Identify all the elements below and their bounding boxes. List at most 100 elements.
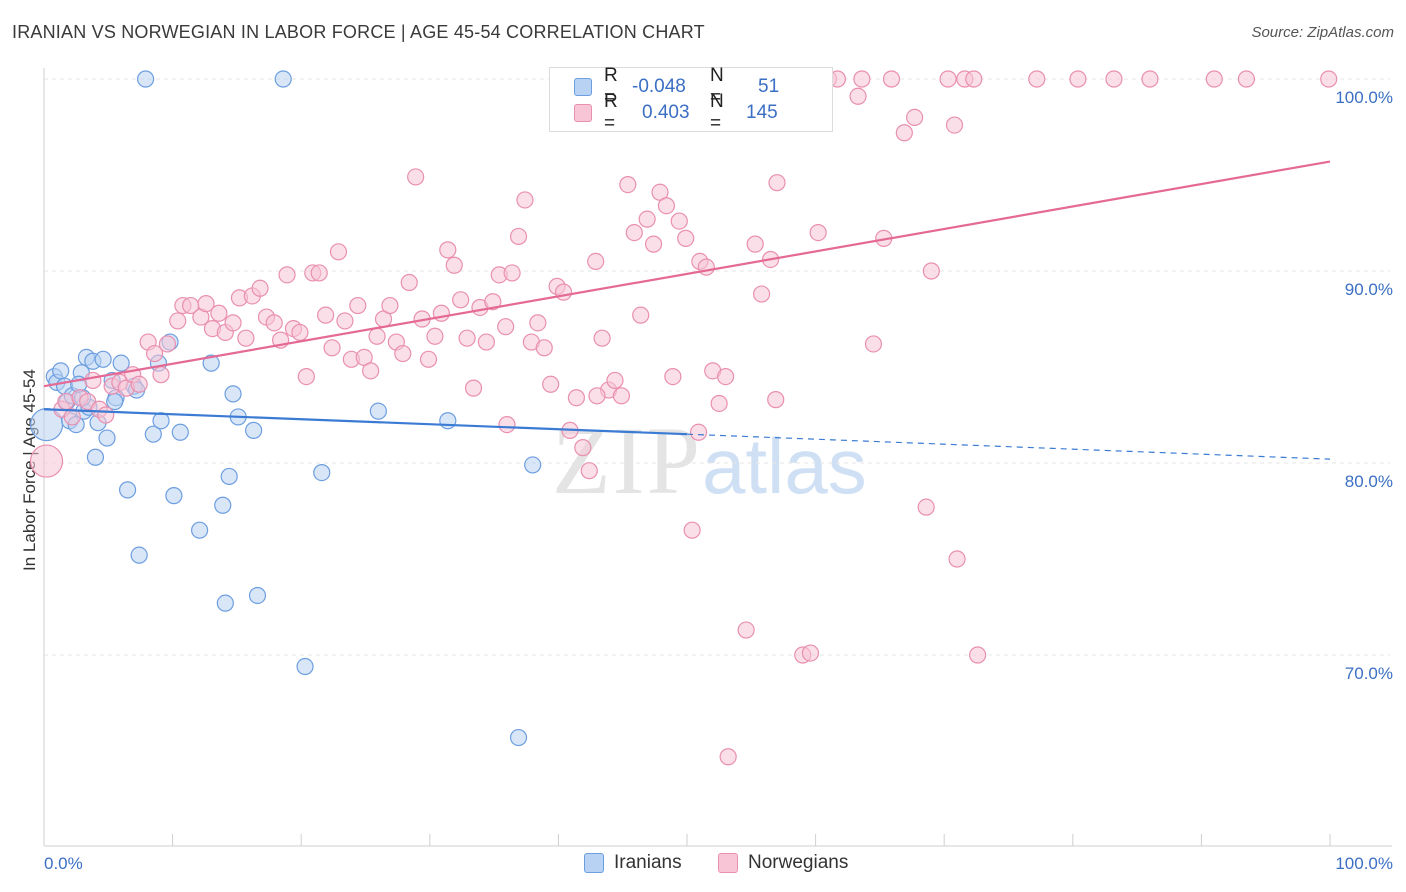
data-point-iranians (94, 350, 112, 368)
legend-r-value: 0.403 (642, 102, 690, 123)
legend-r-value: -0.048 (632, 76, 686, 97)
trend-line-iranians (43, 408, 688, 436)
data-point-iranians (112, 354, 130, 372)
legend-row-iranians: R = -0.048 N = 51 (550, 65, 818, 108)
data-point-iranians (224, 385, 242, 403)
data-point-norwegians (349, 296, 367, 315)
data-point-norwegians (683, 521, 701, 539)
data-point-norwegians (587, 252, 605, 270)
data-point-norwegians (969, 646, 987, 664)
data-point-norwegians (329, 243, 348, 261)
data-point-norwegians (895, 124, 913, 142)
data-point-norwegians (362, 362, 380, 380)
data-point-norwegians (210, 304, 228, 322)
data-point-norwegians (484, 293, 502, 311)
data-point-norwegians (535, 339, 553, 357)
data-point-norwegians (664, 368, 682, 386)
data-point-iranians (313, 464, 331, 482)
data-point-norwegians (737, 621, 755, 639)
data-point-iranians (216, 594, 234, 612)
data-point-norwegians (497, 318, 515, 336)
legend-swatch-blue (584, 853, 604, 873)
trend-line-norwegians (43, 160, 1331, 388)
data-point-norwegians (503, 264, 521, 282)
data-point-norwegians (864, 335, 883, 353)
data-point-norwegians (697, 258, 715, 276)
data-point-norwegians (746, 235, 764, 253)
data-point-norwegians (1205, 70, 1223, 88)
data-point-norwegians (291, 323, 309, 342)
data-point-norwegians (310, 264, 328, 282)
legend-label: Norwegians (748, 852, 849, 873)
data-point-norwegians (768, 174, 786, 192)
data-point-norwegians (317, 306, 335, 324)
data-point-norwegians (554, 283, 573, 301)
data-point-norwegians (710, 394, 728, 413)
data-point-norwegians (394, 344, 412, 363)
data-point-norwegians (368, 327, 386, 345)
data-point-norwegians (948, 550, 966, 568)
legend-label: Iranians (614, 852, 682, 873)
data-point-iranians (98, 429, 116, 447)
legend-swatch-pink (718, 853, 738, 873)
y-tick-label: 90.0% (1345, 280, 1393, 299)
data-point-norwegians (516, 191, 534, 209)
data-point-norwegians (297, 368, 315, 386)
data-point-iranians (524, 456, 542, 474)
data-point-iranians (165, 487, 183, 505)
data-point-iranians (130, 546, 148, 564)
data-point-norwegians (632, 306, 650, 324)
data-point-norwegians (84, 371, 102, 390)
data-point-norwegians (498, 416, 516, 434)
data-point-iranians (220, 467, 238, 486)
data-point-norwegians (542, 375, 560, 393)
data-point-norwegians (97, 406, 115, 424)
data-point-norwegians (677, 229, 695, 247)
legend-n-value: 145 (746, 102, 778, 123)
data-point-norwegians (278, 266, 296, 284)
legend-n-label: N = (710, 65, 724, 108)
data-point-norwegians (882, 70, 901, 88)
source-label: Source: ZipAtlas.com (1251, 24, 1394, 41)
legend-swatch-blue (574, 78, 592, 96)
data-point-norwegians (922, 262, 940, 280)
legend-item-iranians[interactable]: Iranians (584, 852, 682, 874)
data-point-norwegians (849, 87, 867, 105)
data-point-norwegians (574, 439, 592, 457)
data-point-norwegians (224, 314, 242, 332)
watermark-zip: ZIP (552, 407, 702, 514)
data-point-norwegians (458, 329, 476, 347)
data-point-norwegians (657, 197, 676, 215)
data-point-norwegians (809, 224, 827, 242)
data-point-norwegians (152, 366, 170, 384)
correlation-legend: R = -0.048 N = 51 R = 0.403 N = 145 (549, 65, 833, 134)
data-point-norwegians (689, 423, 708, 441)
data-point-norwegians (63, 408, 81, 426)
legend-item-norwegians[interactable]: Norwegians (718, 852, 848, 874)
legend-row-norwegians: R = 0.403 N = 145 (550, 91, 806, 134)
legend-n-value: 51 (758, 76, 780, 97)
data-point-iranians (274, 70, 292, 88)
data-point-norwegians (939, 70, 957, 88)
data-point-norwegians (917, 498, 935, 516)
data-point-norwegians (1141, 70, 1159, 88)
x-tick-label-max: 100.0% (1335, 854, 1393, 873)
data-point-norwegians (853, 70, 871, 88)
data-point-norwegians (381, 296, 399, 315)
data-point-norwegians (906, 108, 924, 127)
legend-r-label: R = (604, 65, 618, 108)
data-point-norwegians (477, 333, 495, 351)
data-point-iranians (86, 448, 105, 466)
data-point-iranians (248, 586, 267, 605)
data-point-norwegians (1028, 70, 1046, 88)
data-point-norwegians (529, 314, 547, 332)
data-point-norwegians (509, 227, 528, 246)
data-point-norwegians (323, 339, 341, 357)
data-point-iranians (52, 362, 70, 380)
data-point-norwegians (197, 295, 215, 313)
data-point-norwegians (965, 70, 983, 88)
data-point-norwegians (1069, 70, 1087, 88)
data-point-norwegians (400, 273, 418, 292)
data-point-iranians (439, 412, 457, 430)
